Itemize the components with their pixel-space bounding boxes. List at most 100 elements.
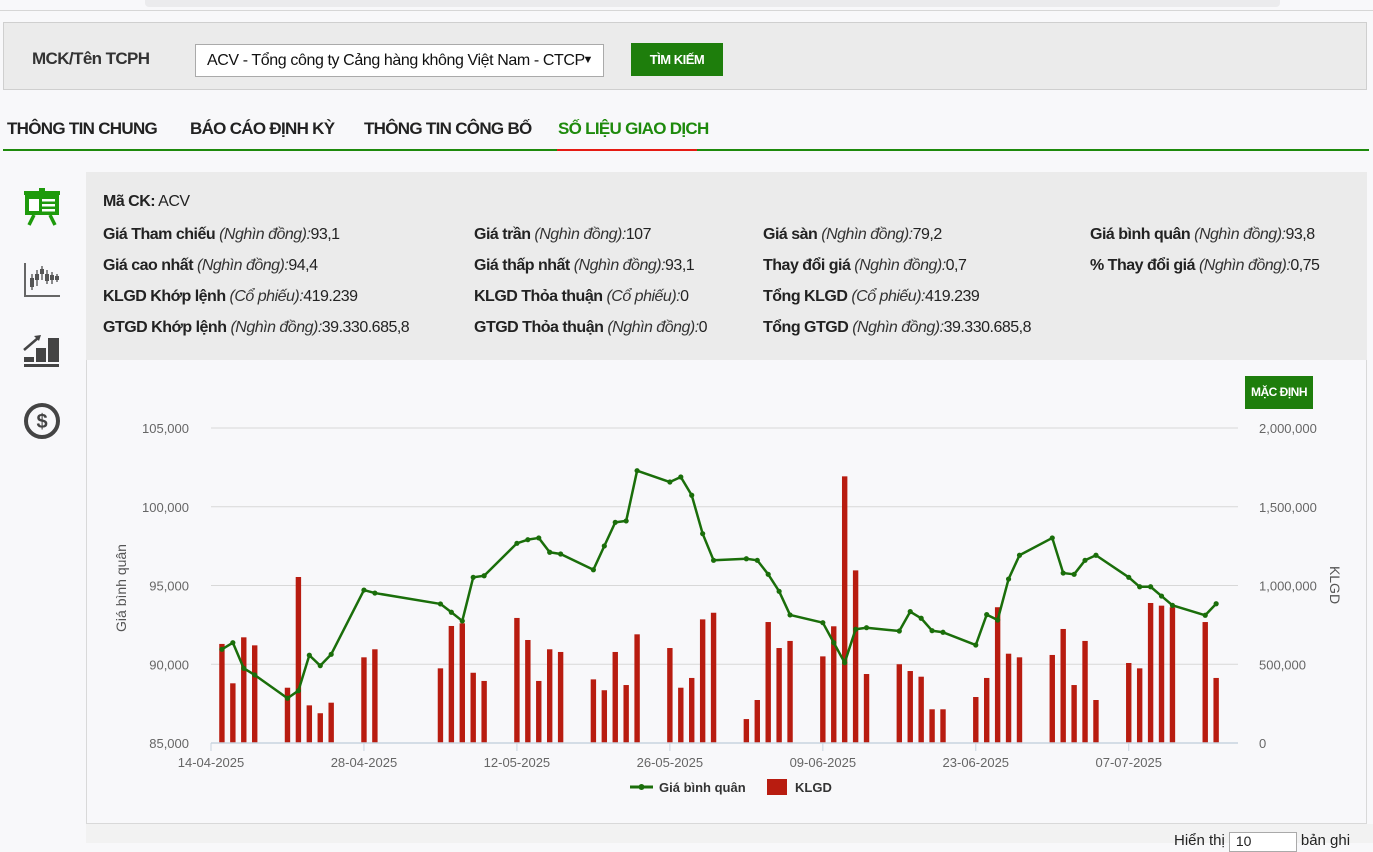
page-size-suffix: bản ghi [1300, 832, 1351, 849]
info-field-label: GTGD Thỏa thuận [474, 319, 604, 336]
info-field: Giá bình quân (Nghìn đồng):93,8 [1090, 226, 1315, 244]
info-field-value: 93,1 [310, 226, 340, 243]
legend-item-price[interactable]: Giá bình quân [659, 780, 746, 795]
info-field: Giá cao nhất (Nghìn đồng):94,4 [103, 257, 318, 275]
info-field: Tổng KLGD (Cổ phiếu):419.239 [763, 288, 980, 306]
price-point [612, 519, 618, 525]
info-field-value: 0 [698, 319, 708, 336]
price-point [634, 468, 640, 474]
price-point [241, 665, 247, 671]
price-point [448, 609, 454, 615]
price-point [743, 556, 749, 562]
y-axis-left-title: Giá bình quân [113, 544, 129, 632]
reset-zoom-button[interactable]: MẶC ĐỊNH [1245, 376, 1313, 409]
info-field: GTGD Thỏa thuận (Nghìn đồng):0 [474, 319, 708, 337]
search-button[interactable]: TÌM KIẾM [631, 43, 723, 76]
info-field-value: 39.330.685,8 [943, 319, 1032, 336]
x-tick-label: 09-06-2025 [790, 755, 857, 770]
company-select[interactable]: ACV - Tổng công ty Cảng hàng không Việt … [195, 44, 604, 77]
search-label: MCK/Tên TCPH [32, 49, 150, 68]
presentation-board-icon[interactable] [22, 188, 62, 228]
price-point [1137, 584, 1143, 590]
y-left-tick-label: 90,000 [149, 657, 189, 672]
growth-bar-chart-icon[interactable] [22, 330, 62, 370]
volume-bar [230, 683, 236, 743]
price-point [853, 626, 859, 632]
price-point [1169, 602, 1176, 608]
volume-bar [252, 645, 258, 743]
price-point [590, 567, 596, 573]
legend-item-volume[interactable]: KLGD [795, 780, 832, 795]
price-point [1016, 552, 1023, 558]
svg-text:$: $ [36, 411, 47, 433]
tab-general-info[interactable]: THÔNG TIN CHUNG [7, 119, 158, 138]
price-point [317, 663, 323, 669]
info-field-value: 79,2 [912, 226, 943, 243]
dollar-coin-icon[interactable]: $ [22, 401, 62, 441]
volume-bar [852, 570, 859, 743]
dropdown-arrow-icon: ▼ [582, 54, 594, 66]
company-select-value: ACV - Tổng công ty Cảng hàng không Việt … [207, 52, 585, 69]
price-point [525, 537, 531, 543]
info-field-value: 0,75 [1290, 257, 1320, 274]
price-point [842, 660, 848, 666]
info-field-value: 0 [680, 288, 689, 305]
stock-info-panel [86, 172, 1367, 360]
price-point [667, 479, 673, 485]
volume-bar [459, 623, 465, 743]
price-point [907, 609, 913, 615]
price-point [219, 646, 225, 652]
price-point [459, 618, 465, 624]
info-field-unit: (Nghìn đồng): [230, 319, 322, 336]
info-field: Tổng GTGD (Nghìn đồng):39.330.685,8 [763, 319, 1031, 337]
info-field-label: KLGD Khớp lệnh [103, 288, 226, 305]
info-field-label: Thay đổi giá [763, 257, 851, 274]
y-left-tick-label: 100,000 [142, 500, 189, 515]
price-point [1071, 571, 1077, 577]
price-point [765, 571, 771, 577]
info-field-label: Giá thấp nhất [474, 257, 570, 274]
page-size-select[interactable]: 10 [1228, 832, 1297, 852]
price-point [1147, 584, 1154, 590]
price-point [787, 612, 793, 618]
price-point [1093, 552, 1099, 558]
volume-bar [241, 637, 247, 743]
volume-bar [678, 687, 684, 743]
info-field: Thay đổi giá (Nghìn đồng):0,7 [763, 257, 967, 275]
legend[interactable]: Giá bình quân KLGD [630, 779, 832, 795]
volume-bar [557, 651, 564, 743]
price-point [481, 573, 487, 579]
info-field: Giá Tham chiếu (Nghìn đồng):93,1 [103, 226, 340, 244]
volume-bar [361, 657, 367, 743]
info-field-unit: (Cổ phiếu): [229, 288, 304, 305]
tab-disclosures[interactable]: THÔNG TIN CÔNG BỐ [364, 119, 532, 138]
info-field-unit: (Nghìn đồng): [852, 319, 944, 336]
volume-bar [984, 677, 990, 743]
volume-bar [1071, 685, 1077, 743]
info-field-unit: (Nghìn đồng): [1194, 226, 1286, 243]
volume-bar [601, 690, 608, 743]
x-tick-label: 14-04-2025 [178, 755, 245, 770]
candlestick-chart-icon[interactable] [22, 260, 62, 300]
price-point [1060, 570, 1066, 576]
info-field-value: 107 [625, 226, 652, 243]
info-field-label: Giá bình quân [1090, 226, 1191, 243]
page-size-control: Hiển thị 10 bản ghi [1174, 832, 1350, 852]
price-point [252, 672, 258, 678]
info-field: KLGD Thỏa thuận (Cổ phiếu):0 [474, 288, 689, 306]
tab-trading-data[interactable]: SỐ LIỆU GIAO DỊCH [558, 119, 709, 138]
price-point [918, 615, 924, 621]
price-point [1158, 593, 1165, 599]
tab-periodic-reports[interactable]: BÁO CÁO ĐỊNH KỲ [190, 119, 335, 138]
volume-bar [940, 709, 946, 743]
volume-bar [841, 476, 848, 743]
info-field-value: 419.239 [303, 288, 358, 305]
volume-bar [776, 648, 782, 743]
volume-bar [590, 679, 597, 743]
page-size-prefix: Hiển thị [1174, 832, 1225, 849]
info-field-label: Tổng GTGD [763, 319, 849, 336]
info-field-unit: (Nghìn đồng): [219, 226, 311, 243]
price-point [1126, 574, 1132, 580]
legend-line-marker [638, 784, 645, 790]
price-point [863, 625, 870, 631]
